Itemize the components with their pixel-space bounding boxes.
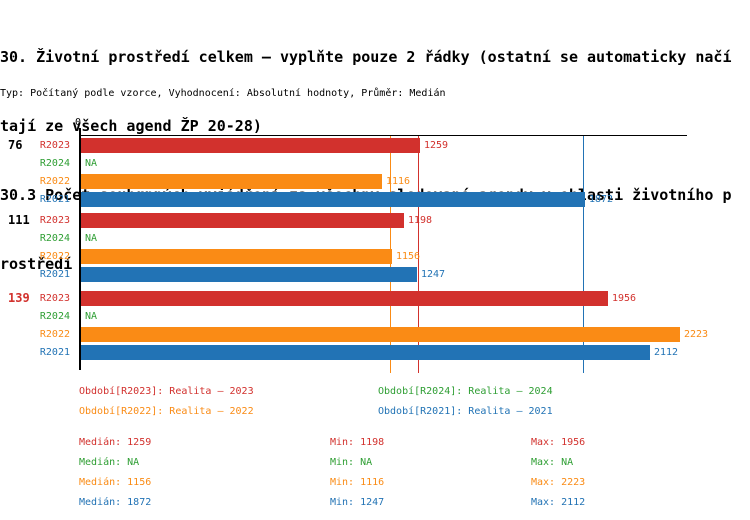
y-axis-line bbox=[79, 128, 81, 370]
stat-cell: Max: 1956 bbox=[531, 437, 586, 448]
bar-R2021 bbox=[81, 345, 650, 360]
series-row-label: R2022 bbox=[39, 251, 70, 262]
title-line-1: 30. Životní prostředí celkem – vyplňte p… bbox=[0, 48, 732, 66]
series-row-label: R2024 bbox=[39, 158, 70, 169]
bar-value-label: 1956 bbox=[612, 293, 637, 304]
stat-cell: Medián: NA bbox=[79, 457, 140, 468]
bar-R2023 bbox=[81, 291, 608, 306]
bar-R2022 bbox=[81, 249, 392, 264]
series-row-label: R2021 bbox=[39, 194, 70, 205]
legend-item: Období[R2022]: Realita – 2022 bbox=[79, 406, 254, 417]
bar-value-label: 1156 bbox=[396, 251, 421, 262]
bar-R2023 bbox=[81, 213, 404, 228]
series-row-label: R2024 bbox=[39, 311, 70, 322]
axis-zero-label: 0 bbox=[75, 117, 82, 128]
bar-value-label: 2223 bbox=[684, 329, 709, 340]
stat-cell: Min: NA bbox=[330, 457, 373, 468]
bar-R2023 bbox=[81, 138, 420, 153]
category-label: 139 bbox=[8, 291, 30, 305]
stat-cell: Medián: 1259 bbox=[79, 437, 152, 448]
median-line-R2023 bbox=[418, 136, 419, 373]
category-label: 111 bbox=[8, 213, 30, 227]
na-label: NA bbox=[85, 233, 98, 244]
bar-value-label: 1872 bbox=[589, 194, 614, 205]
legend-item: Období[R2023]: Realita – 2023 bbox=[79, 386, 254, 397]
bar-value-label: 1116 bbox=[386, 176, 411, 187]
x-axis-line bbox=[79, 135, 687, 136]
bar-R2021 bbox=[81, 267, 417, 282]
series-row-label: R2021 bbox=[39, 269, 70, 280]
bar-value-label: 2112 bbox=[654, 347, 679, 358]
bar-R2022 bbox=[81, 327, 680, 342]
median-line-R2021 bbox=[583, 136, 584, 373]
stat-cell: Min: 1198 bbox=[330, 437, 385, 448]
bar-R2022 bbox=[81, 174, 382, 189]
stat-cell: Medián: 1156 bbox=[79, 477, 152, 488]
bar-R2021 bbox=[81, 192, 585, 207]
title-line-2: tají ze všech agend ŽP 20-28) bbox=[0, 117, 262, 135]
series-row-label: R2021 bbox=[39, 347, 70, 358]
series-row-label: R2024 bbox=[39, 233, 70, 244]
legend-item: Období[R2021]: Realita – 2021 bbox=[378, 406, 553, 417]
chart-meta-line: Typ: Počítaný podle vzorce, Vyhodnocení:… bbox=[0, 88, 446, 99]
stat-cell: Max: NA bbox=[531, 457, 574, 468]
bar-value-label: 1198 bbox=[408, 215, 433, 226]
stat-cell: Min: 1247 bbox=[330, 497, 385, 508]
series-row-label: R2023 bbox=[39, 215, 70, 226]
legend-item: Období[R2024]: Realita – 2024 bbox=[378, 386, 553, 397]
series-row-label: R2023 bbox=[39, 140, 70, 151]
bar-value-label: 1247 bbox=[421, 269, 446, 280]
series-row-label: R2022 bbox=[39, 329, 70, 340]
na-label: NA bbox=[85, 158, 98, 169]
na-label: NA bbox=[85, 311, 98, 322]
category-label: 76 bbox=[8, 138, 23, 152]
stat-cell: Min: 1116 bbox=[330, 477, 385, 488]
stat-cell: Medián: 1872 bbox=[79, 497, 152, 508]
bar-value-label: 1259 bbox=[424, 140, 449, 151]
series-row-label: R2022 bbox=[39, 176, 70, 187]
series-row-label: R2023 bbox=[39, 293, 70, 304]
stat-cell: Max: 2223 bbox=[531, 477, 586, 488]
stat-cell: Max: 2112 bbox=[531, 497, 586, 508]
title-line-4: rostředí bbox=[0, 255, 73, 273]
